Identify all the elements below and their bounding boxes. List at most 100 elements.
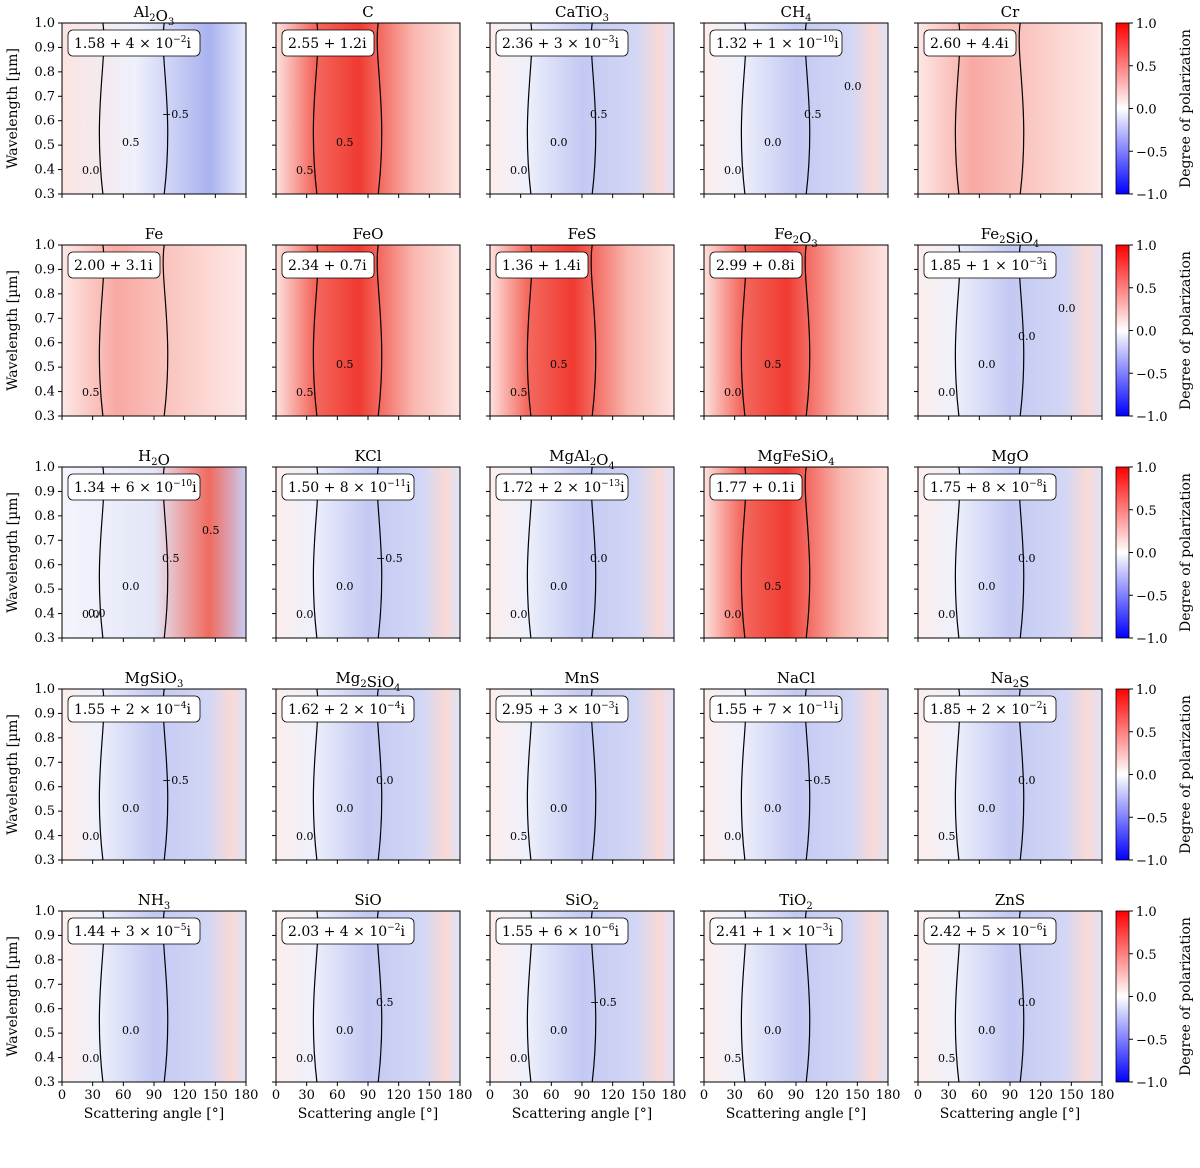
colorbar-row-3: −1.0 −0.5 0.0 0.5 1.0 Degree of polarization	[1115, 461, 1194, 647]
contour-label: 0.5	[590, 108, 608, 121]
y-tick-label: 0.3	[34, 409, 55, 424]
refractive-index-label: 1.55 + 2 × 10−4i	[74, 701, 191, 718]
y-tick-label: 0.9	[34, 706, 55, 721]
refractive-index-label: 2.55 + 1.2i	[288, 36, 367, 52]
colorbar-tick-label: 0.0	[1136, 547, 1157, 562]
x-tick-label: 90	[1002, 1088, 1019, 1103]
x-axis-label: Scattering angle [°]	[726, 1106, 866, 1122]
x-tick-label: 180	[1090, 1088, 1115, 1103]
panel-mgfesio4: 0.0 0.5 MgFeSiO4 1.77 + 0.1i	[700, 447, 889, 642]
contour-label: 0.0	[82, 164, 100, 177]
colorbar-tick-label: 1.0	[1136, 683, 1157, 698]
contour-label: 0.0	[550, 802, 568, 815]
refractive-index-label: 1.85 + 1 × 10−3i	[930, 257, 1047, 274]
y-axis-label: Wavelength [µm]	[5, 714, 21, 835]
refractive-index-label: 2.00 + 3.1i	[74, 258, 153, 274]
y-tick-label: 0.8	[34, 953, 55, 968]
x-tick-label: 0	[486, 1088, 494, 1103]
refractive-index-label: 2.95 + 3 × 10−3i	[502, 701, 619, 718]
colorbar-tick-label: 0.5	[1136, 282, 1157, 297]
y-tick-label: 0.6	[34, 780, 55, 795]
colorbar	[1115, 466, 1130, 639]
refractive-index-label: 1.50 + 8 × 10−11i	[288, 479, 411, 496]
contour-label: 0.0	[510, 1052, 528, 1065]
y-tick-label: 1.0	[34, 682, 55, 697]
y-tick-label: 0.7	[34, 533, 55, 548]
colorbar-tick-label: 0.0	[1136, 769, 1157, 784]
y-axis-label: Wavelength [µm]	[5, 48, 21, 169]
colorbar-tick-label: 0.0	[1136, 991, 1157, 1006]
panel-title: Na2S	[991, 669, 1030, 691]
refractive-index-box	[923, 917, 1057, 945]
contour-label: 0.5	[938, 830, 956, 843]
x-axis-label: Scattering angle [°]	[512, 1106, 652, 1122]
x-tick-label: 120	[814, 1088, 839, 1103]
x-tick-label: 30	[298, 1088, 315, 1103]
y-tick-label: 0.8	[34, 509, 55, 524]
y-tick-label: 0.8	[34, 287, 55, 302]
contour-label: 0.0	[296, 608, 314, 621]
x-tick-label: 150	[631, 1088, 656, 1103]
refractive-index-box	[495, 917, 629, 945]
contour-label: 0.0	[978, 358, 996, 371]
colorbar-tick-label: 0.5	[1136, 726, 1157, 741]
colorbar-tick-label: 0.0	[1136, 325, 1157, 340]
panel-title: Fe2SiO4	[981, 225, 1040, 250]
panel-title: Mg2SiO4	[335, 669, 400, 694]
y-tick-label: 0.5	[34, 1026, 55, 1041]
x-axis-label: Scattering angle [°]	[298, 1106, 438, 1122]
contour-label: 0.5	[122, 136, 140, 149]
x-tick-label: 120	[386, 1088, 411, 1103]
x-tick-label: 180	[448, 1088, 473, 1103]
refractive-index-label: 1.36 + 1.4i	[502, 258, 581, 274]
x-tick-label: 60	[115, 1088, 132, 1103]
refractive-index-label: 1.55 + 6 × 10−6i	[502, 923, 619, 940]
x-axis-label: Scattering angle [°]	[940, 1106, 1080, 1122]
contour-label: 0.0	[336, 1024, 354, 1037]
panel-title: TiO2	[779, 891, 812, 912]
colorbar-label: Degree of polarization	[1178, 251, 1194, 410]
panel-fe: 0.5 Fe 2.00 + 3.1i 0.3 0.4 0.5 0.6 0.7 0.8 0.9 1.0…	[5, 225, 247, 424]
contour-label: 0.0	[296, 1052, 314, 1065]
contour-label: 0.0	[1018, 996, 1036, 1009]
contour-label: 0.0	[590, 552, 608, 565]
x-tick-label: 150	[1059, 1088, 1084, 1103]
contour-line	[162, 244, 169, 417]
refractive-index-label: 1.58 + 4 × 10−2i	[74, 35, 191, 52]
x-tick-label: 180	[876, 1088, 901, 1103]
refractive-index-box	[281, 917, 415, 945]
y-tick-label: 0.6	[34, 336, 55, 351]
contour-label: −0.5	[162, 774, 189, 787]
contour-label: 0.5	[510, 386, 528, 399]
contour-label: 0.0	[550, 1024, 568, 1037]
y-tick-label: 0.5	[34, 582, 55, 597]
contour-label: 0.5	[162, 552, 180, 565]
y-tick-label: 0.8	[34, 731, 55, 746]
y-tick-label: 0.5	[34, 360, 55, 375]
panel-title: FeS	[568, 225, 597, 243]
colorbar	[1115, 22, 1130, 195]
contour-label: 0.0	[550, 136, 568, 149]
refractive-index-box	[923, 251, 1057, 279]
refractive-index-box	[281, 695, 415, 723]
contour-label: 0.0	[1058, 302, 1076, 315]
refractive-index-label: 2.03 + 4 × 10−2i	[288, 923, 405, 940]
panel-title: MgSiO3	[125, 669, 184, 690]
contour-label: 0.0	[82, 830, 100, 843]
refractive-index-box	[67, 917, 201, 945]
x-tick-label: 90	[146, 1088, 163, 1103]
refractive-index-label: 1.55 + 7 × 10−11i	[716, 701, 839, 718]
y-tick-label: 0.7	[34, 89, 55, 104]
panel-title: MgFeSiO4	[757, 447, 834, 468]
panel-title: FeO	[353, 225, 384, 243]
panel-title: H2O	[138, 447, 170, 469]
contour-label: 0.5	[336, 136, 354, 149]
contour-label: 0.0	[724, 386, 742, 399]
y-tick-label: 0.4	[34, 607, 55, 622]
refractive-index-label: 2.36 + 3 × 10−3i	[502, 35, 619, 52]
y-tick-label: 0.6	[34, 1002, 55, 1017]
refractive-index-label: 2.60 + 4.4i	[930, 36, 1009, 52]
colorbar-tick-label: 0.5	[1136, 504, 1157, 519]
contour-label: 0.0	[724, 608, 742, 621]
contour-label: 0.0	[376, 774, 394, 787]
